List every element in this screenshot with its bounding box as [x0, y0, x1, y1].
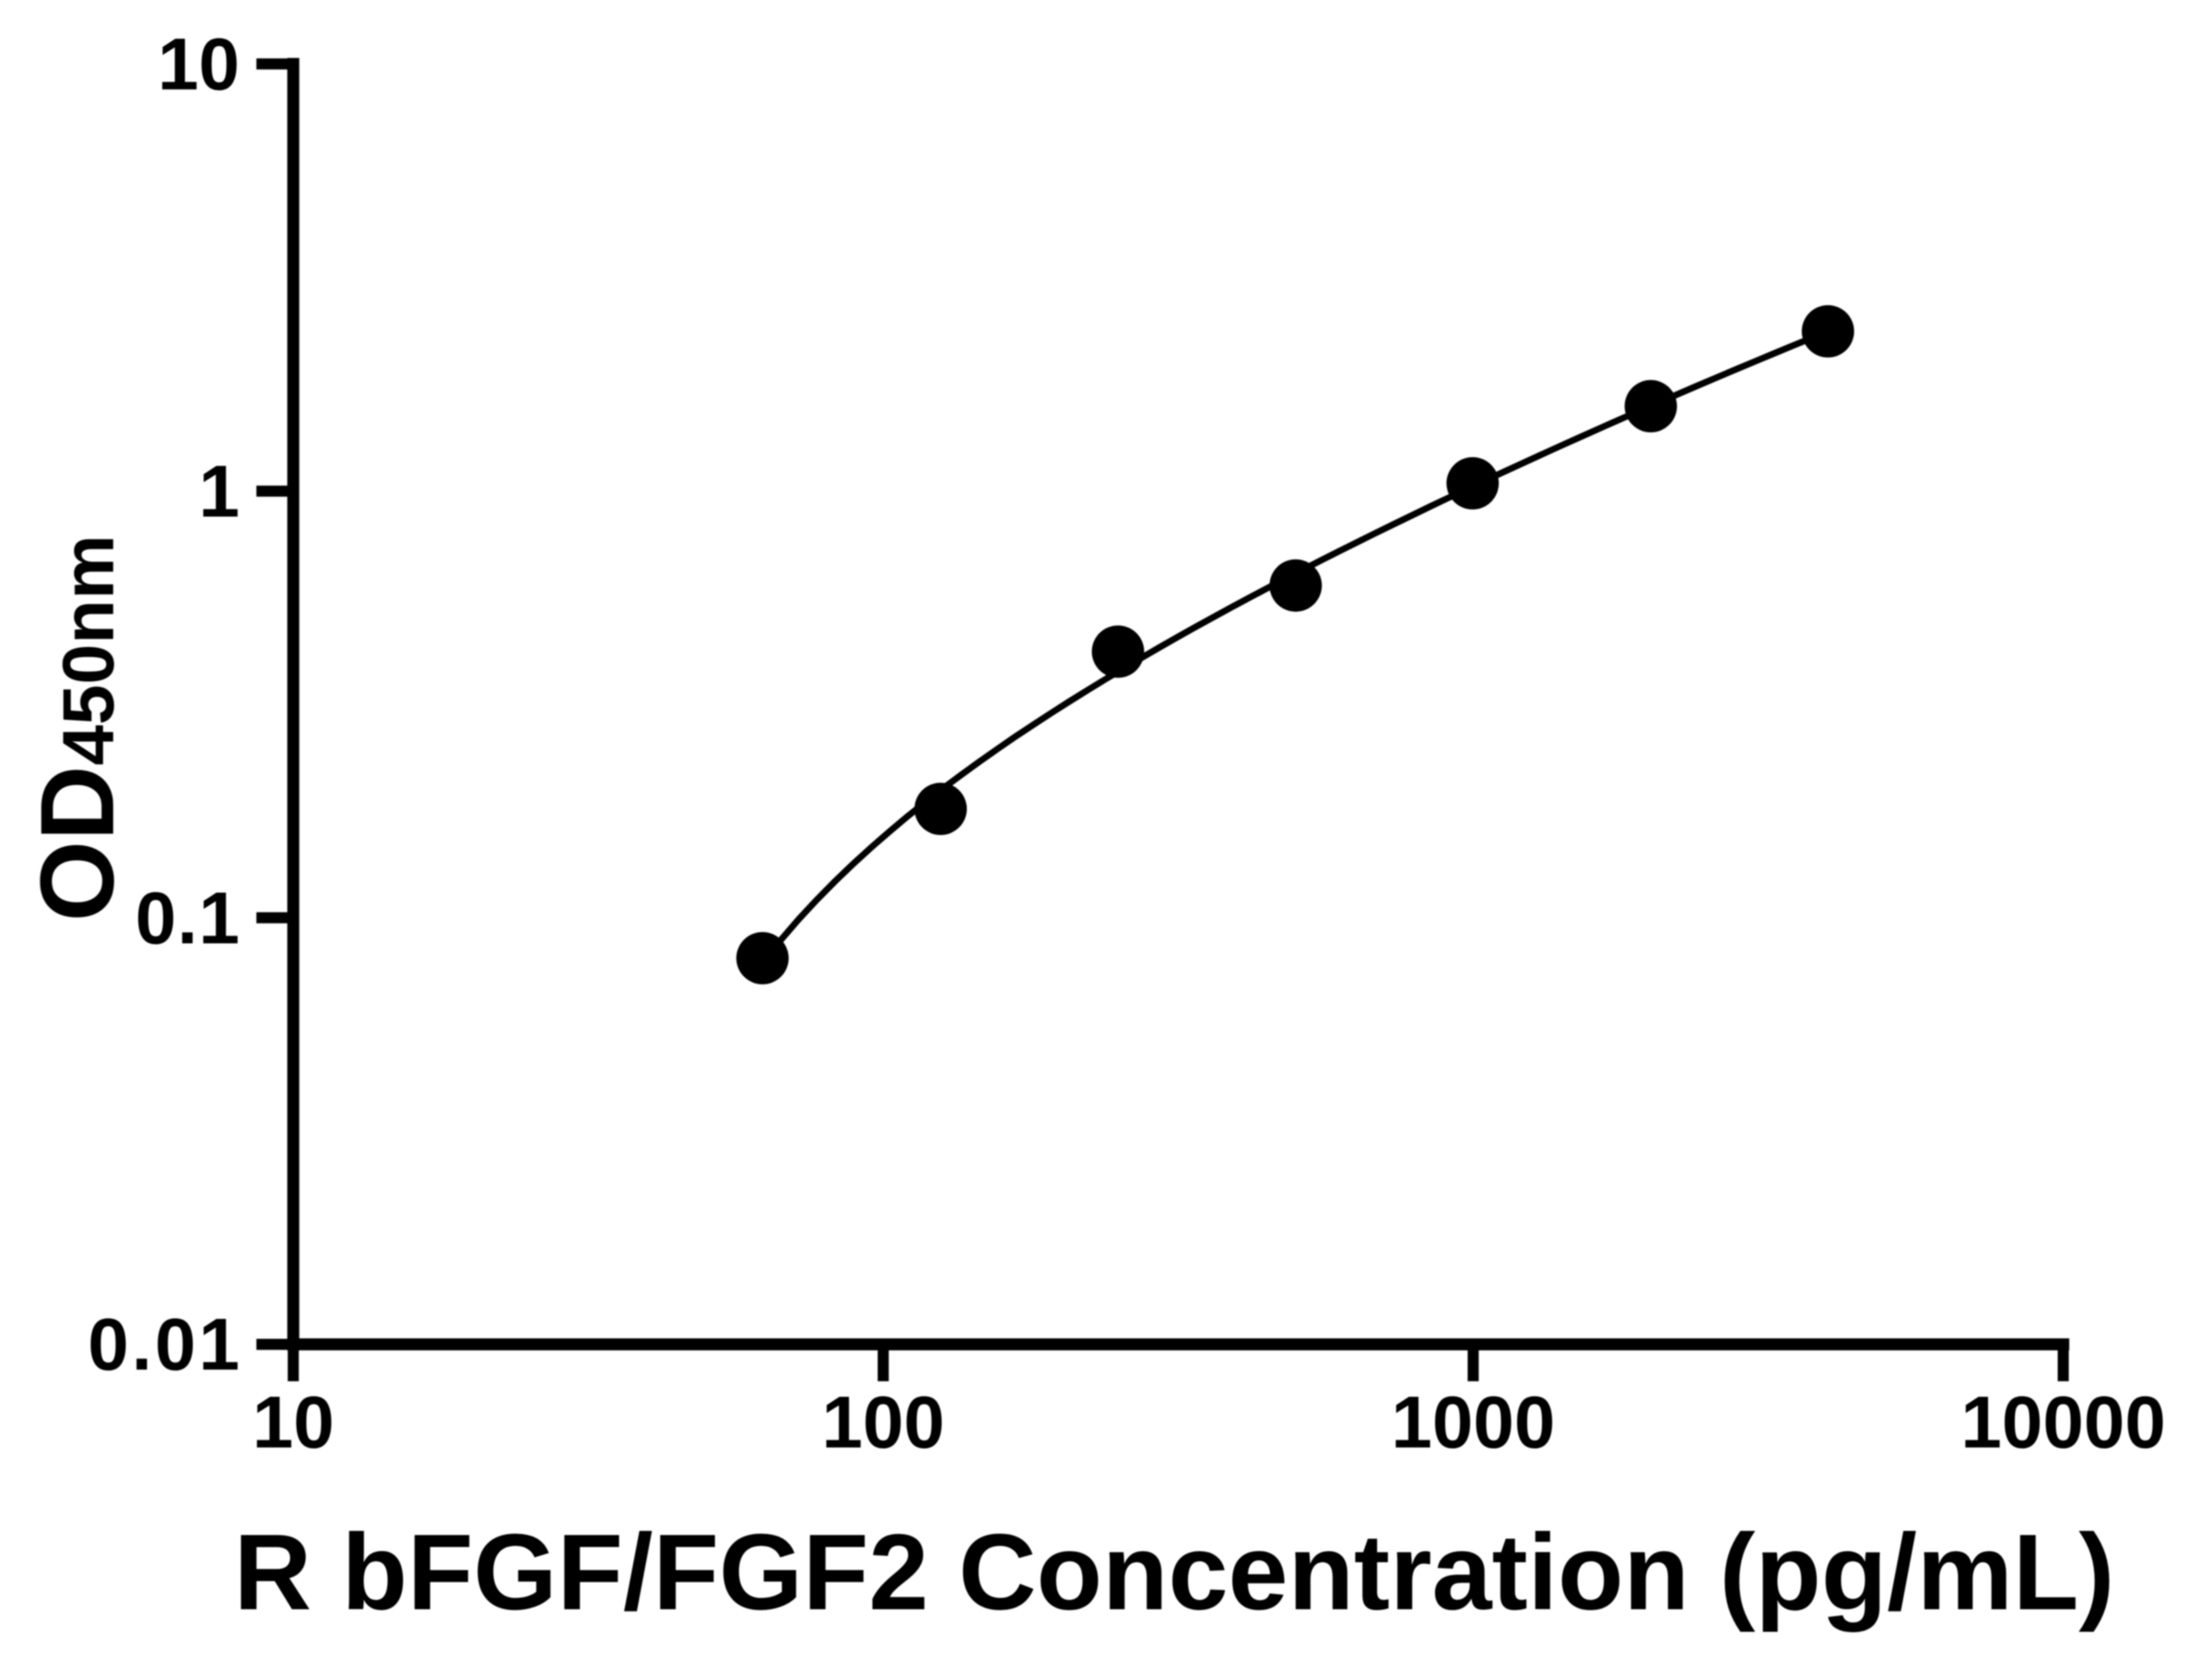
- svg-text:10: 10: [158, 23, 240, 105]
- svg-text:1000: 1000: [1391, 1382, 1555, 1464]
- svg-text:1: 1: [199, 450, 241, 532]
- svg-text:100: 100: [822, 1382, 945, 1464]
- svg-text:10: 10: [253, 1382, 335, 1464]
- svg-text:0.01: 0.01: [88, 1303, 242, 1385]
- svg-text:R bFGF/FGF2 Concentration (pg/: R bFGF/FGF2 Concentration (pg/mL): [234, 1512, 2115, 1632]
- svg-text:OD450nm: OD450nm: [19, 535, 135, 922]
- svg-text:10000: 10000: [1960, 1382, 2165, 1464]
- svg-text:0.1: 0.1: [135, 877, 241, 959]
